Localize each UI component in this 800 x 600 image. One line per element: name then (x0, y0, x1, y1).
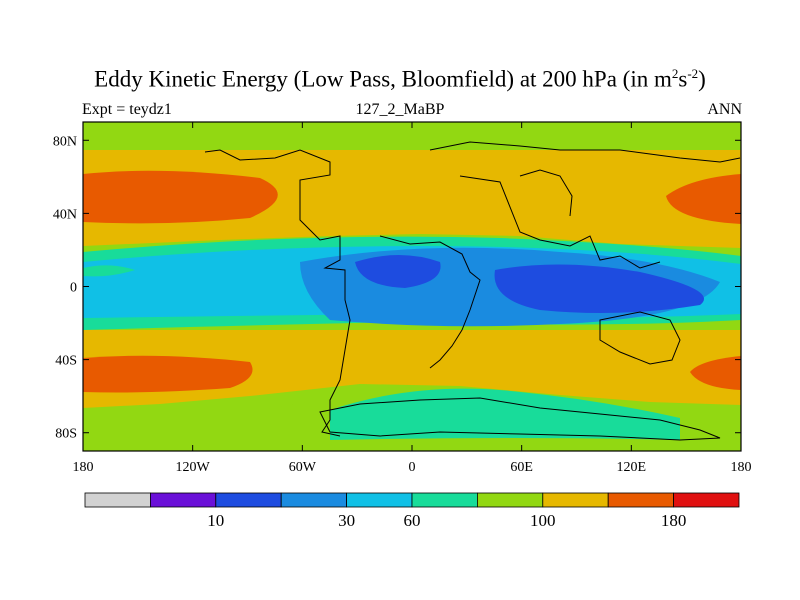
y-axis: 80N 40N 0 40S 80S (53, 134, 741, 442)
colorbar-swatch (346, 492, 413, 508)
run-label: 127_2_MaBP (355, 101, 445, 118)
y-tick-label: 40S (55, 354, 77, 369)
x-tick-label: 180 (731, 460, 752, 475)
field-stormtrack-npac-east (666, 174, 741, 224)
colorbar: 10 30 60 100 180 (84, 492, 740, 530)
field-band-nh-yellow (83, 150, 741, 248)
field-patch-1 (83, 265, 135, 277)
x-tick-label: 120E (617, 460, 647, 475)
colorbar-swatch (411, 492, 478, 508)
coastline-eurasia-north (429, 141, 741, 163)
colorbar-swatch (476, 492, 544, 508)
x-axis: 180 120W 60W 0 60E 120E 180 (73, 122, 752, 475)
field-min-indian (494, 264, 704, 314)
y-tick-label: 40N (53, 207, 77, 222)
y-tick-label: 80S (55, 427, 77, 442)
ke-field (83, 122, 741, 451)
colorbar-swatch (149, 492, 217, 508)
colorbar-label: 30 (338, 511, 355, 530)
coastline-africa (379, 235, 481, 369)
coastlines (204, 141, 741, 441)
season-label: ANN (707, 101, 742, 118)
coastline-eurasia-south (459, 175, 661, 269)
x-tick-label: 60W (289, 460, 317, 475)
colorbar-swatch (673, 492, 740, 508)
colorbar-label: 100 (530, 511, 556, 530)
coastline-americas (204, 149, 351, 437)
field-stormtrack-npac (83, 170, 278, 224)
coastline-asia-inner (519, 169, 573, 217)
coastline-australia (599, 311, 681, 365)
colorbar-label: 60 (404, 511, 421, 530)
field-band-sh-yellow (83, 330, 741, 408)
colorbar-swatch (607, 492, 675, 508)
field-min-atlantic (355, 255, 441, 288)
coastline-antarctica (319, 397, 721, 441)
x-tick-label: 60E (510, 460, 533, 475)
x-tick-label: 0 (409, 460, 416, 475)
colorbar-swatch (280, 492, 348, 508)
colorbar-swatch (542, 492, 609, 508)
experiment-label: Expt = teydz1 (82, 101, 172, 118)
colorbar-label: 10 (207, 511, 224, 530)
field-spole-green (330, 388, 680, 440)
y-tick-label: 0 (70, 281, 77, 296)
colorbar-swatch (84, 492, 151, 508)
y-tick-label: 80N (53, 134, 77, 149)
x-tick-label: 180 (73, 460, 94, 475)
x-tick-label: 120W (176, 460, 211, 475)
colorbar-swatch (215, 492, 282, 508)
colorbar-label: 180 (661, 511, 687, 530)
chart-title: Eddy Kinetic Energy (Low Pass, Bloomfiel… (94, 66, 706, 92)
field-stormtrack-spac (83, 355, 253, 393)
field-band-npole (83, 122, 741, 148)
field-stormtrack-spac-east (690, 356, 741, 390)
